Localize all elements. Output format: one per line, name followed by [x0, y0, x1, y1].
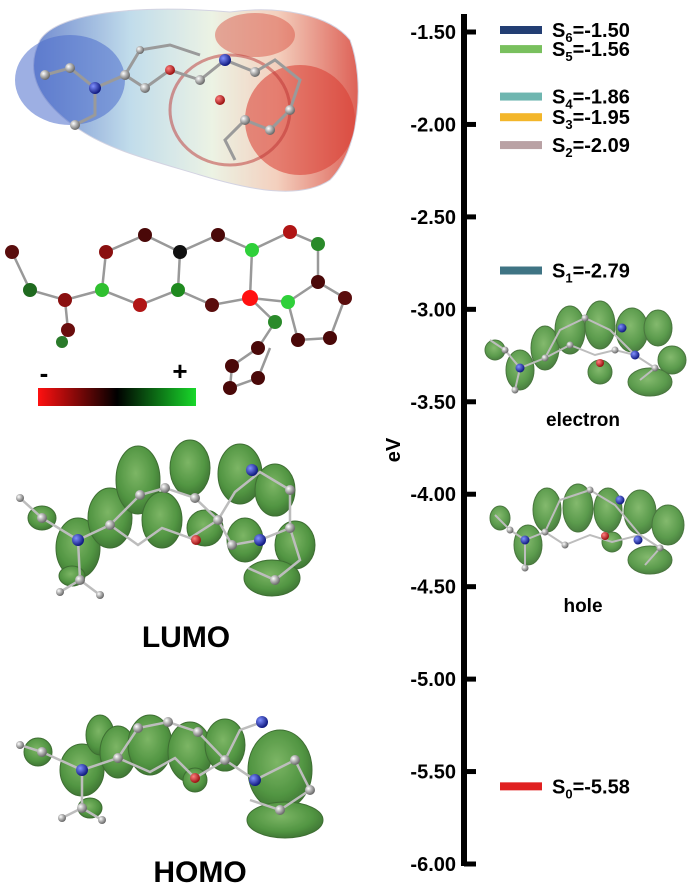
level-state-subscript: 3 [565, 117, 572, 132]
energy-tick-label: -4.00 [410, 484, 456, 506]
level-label-s4: S4=-1.86 [552, 87, 630, 112]
level-state-subscript: 0 [565, 786, 572, 801]
level-energy-value: -2.79 [584, 261, 630, 283]
energy-tick-label: -2.50 [410, 207, 456, 229]
level-bar-s4 [500, 92, 542, 101]
level-bar-s2 [500, 141, 542, 150]
level-state-symbol: S [552, 776, 565, 798]
homo-orbital [16, 714, 324, 839]
level-label-s0: S0=-5.58 [552, 776, 630, 801]
level-bar-s1 [500, 266, 542, 275]
level-state-symbol: S [552, 39, 565, 61]
electron-label: electron [546, 410, 620, 431]
esp-molecule-frame [44, 43, 302, 161]
charge-plus-label: + [172, 356, 187, 386]
energy-axis-label: eV [383, 437, 405, 462]
level-state-subscript: 4 [565, 97, 573, 112]
level-state-symbol: S [552, 107, 565, 129]
level-bar-s6 [500, 26, 542, 34]
level-label-s1: S1=-2.79 [552, 261, 630, 286]
level-label-s5: S5=-1.56 [552, 39, 630, 64]
lumo-label: LUMO [142, 621, 230, 654]
level-state-subscript: 5 [565, 49, 572, 64]
level-energy-value: -1.56 [584, 39, 630, 61]
lumo-orbital [16, 439, 316, 599]
hole-density [489, 483, 685, 575]
level-bar-s3 [500, 113, 542, 122]
level-label-s2: S2=-2.09 [552, 135, 630, 160]
level-energy-value: -1.95 [584, 107, 630, 129]
energy-tick-label: -4.50 [410, 577, 456, 599]
charge-minus-label: - [40, 358, 49, 388]
energy-tick-label: -6.00 [410, 854, 456, 876]
level-label-s6: S6=-1.50 [552, 20, 630, 45]
level-state-symbol: S [552, 261, 565, 283]
energy-tick-label: -3.00 [410, 299, 456, 321]
energy-tick-label: -2.00 [410, 114, 456, 136]
level-state-symbol: S [552, 135, 565, 157]
level-energy-value: -5.58 [584, 776, 630, 798]
energy-tick-label: -5.50 [410, 762, 456, 784]
level-state-subscript: 2 [565, 145, 572, 160]
level-energy-value: -1.50 [584, 20, 630, 42]
esp-surface [15, 8, 359, 192]
homo-label: HOMO [153, 856, 246, 889]
hole-label: hole [563, 596, 602, 617]
level-bar-s0 [500, 782, 542, 791]
energy-axis-ticks: -1.50 -2.00 -2.50 -3.00 -3.50 -4.00 -4.50 -5.00… [410, 22, 476, 876]
energy-tick-label: -5.00 [410, 669, 456, 691]
level-state-subscript: 6 [565, 30, 572, 45]
level-state-symbol: S [552, 20, 565, 42]
level-energy-value: -1.86 [584, 87, 630, 109]
energy-tick-label: -1.50 [410, 22, 456, 44]
electron-density [484, 300, 687, 397]
charge-molecule-atoms [5, 225, 352, 395]
level-label-s3: S3=-1.95 [552, 107, 630, 132]
charge-scale-bar [38, 388, 196, 406]
esp-atoms [40, 46, 295, 135]
energy-tick-label: -3.50 [410, 392, 456, 414]
level-energy-value: -2.09 [584, 135, 630, 157]
level-state-symbol: S [552, 87, 565, 109]
level-bar-s5 [500, 45, 542, 54]
level-state-subscript: 1 [565, 271, 572, 286]
